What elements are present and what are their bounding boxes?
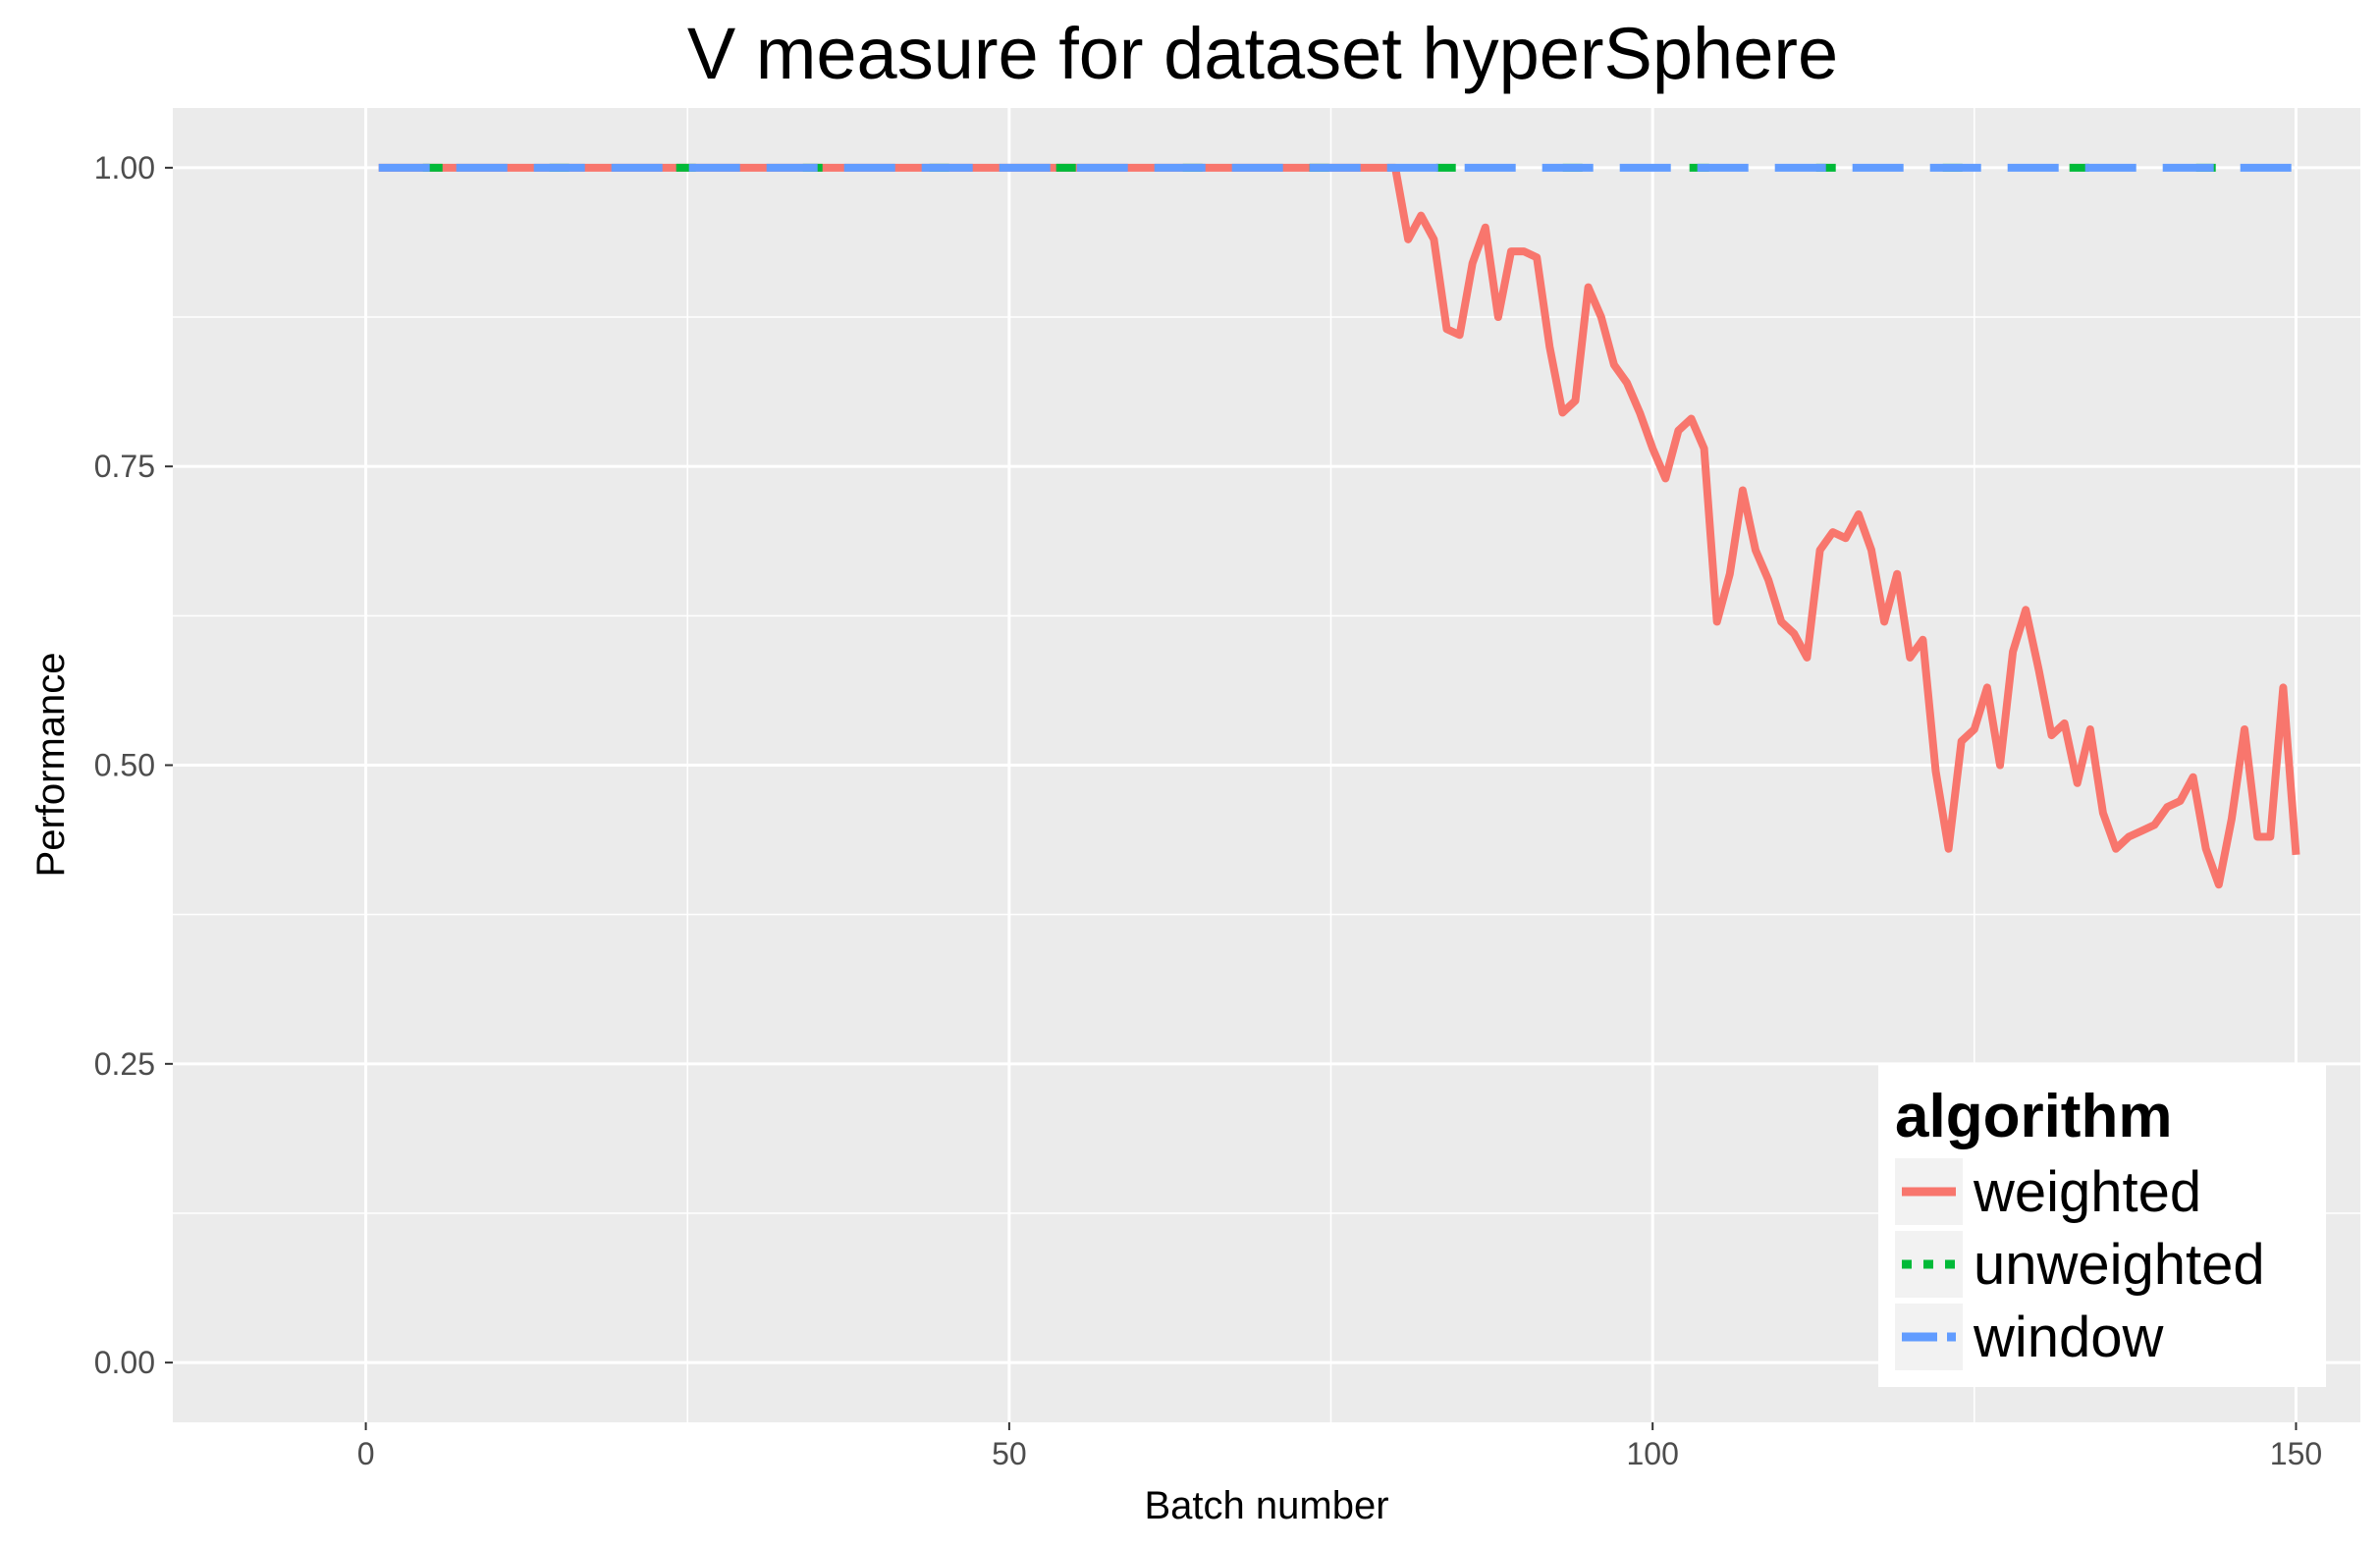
y-tick-label: 1.00 [94, 150, 155, 186]
x-tick-label: 100 [1626, 1436, 1678, 1471]
y-axis: 0.00 0.25 0.50 0.75 1.00 [94, 150, 173, 1380]
x-axis: 0 50 100 150 [357, 1422, 2322, 1471]
x-axis-title: Batch number [1144, 1484, 1388, 1527]
series-layer [378, 163, 2300, 889]
legend-label-window: window [1973, 1306, 2165, 1369]
y-tick-label: 0.25 [94, 1046, 155, 1082]
legend-label-unweighted: unweighted [1974, 1233, 2265, 1297]
y-tick-label: 0.00 [94, 1345, 155, 1380]
legend-title: algorithm [1895, 1083, 2172, 1150]
legend-label-weighted: weighted [1973, 1160, 2201, 1224]
y-axis-title: Performance [29, 653, 73, 878]
y-tick-label: 0.75 [94, 449, 155, 484]
x-tick-label: 50 [992, 1436, 1027, 1471]
x-tick-label: 150 [2270, 1436, 2322, 1471]
legend: algorithm weighted unweighted window [1878, 1065, 2326, 1387]
y-tick-label: 0.50 [94, 748, 155, 783]
chart-title: V measure for dataset hyperSphere [687, 13, 1838, 94]
x-tick-label: 0 [357, 1436, 375, 1471]
series-line-weighted [378, 163, 2300, 889]
